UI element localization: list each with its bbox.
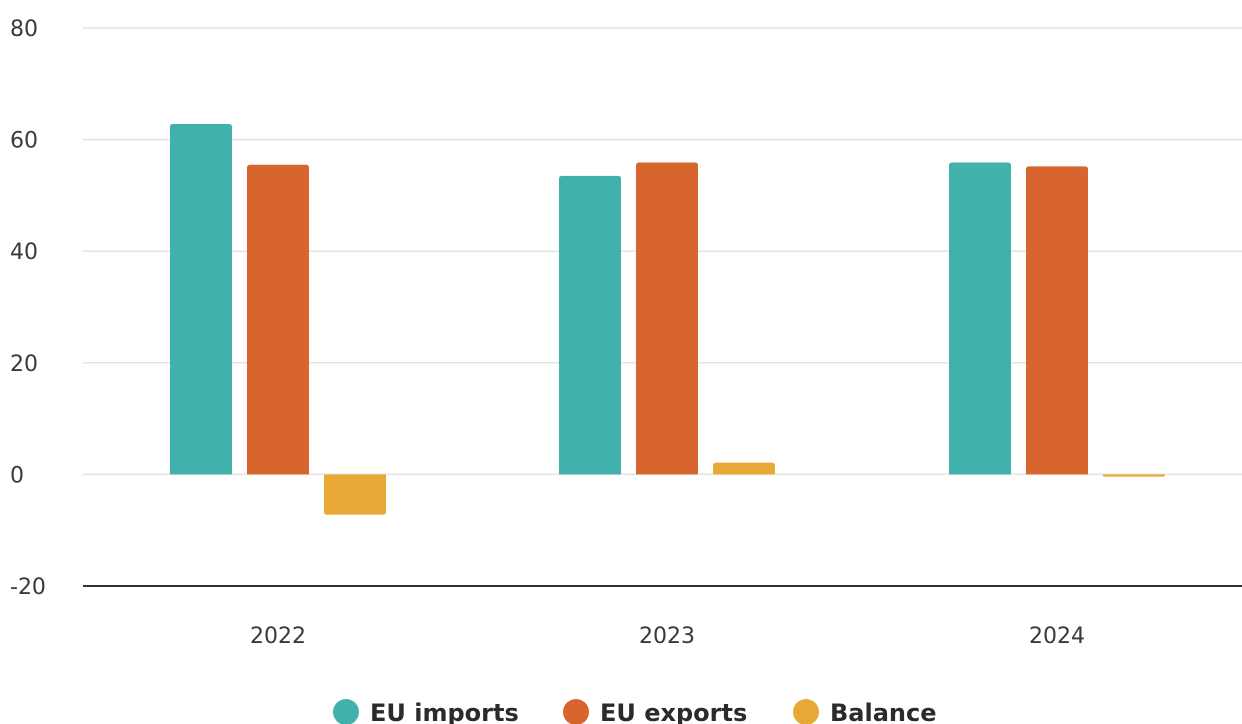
legend-swatch-icon xyxy=(563,699,589,724)
bar-eu-imports xyxy=(559,175,621,475)
bar-eu-exports xyxy=(1026,166,1088,475)
bar-balance xyxy=(1103,474,1165,477)
y-tick-label: 0 xyxy=(10,463,24,488)
bars xyxy=(170,123,1165,515)
bar-eu-exports xyxy=(636,162,698,475)
y-axis-ticks: 80 60 40 20 0 -20 xyxy=(10,17,46,600)
y-tick-label: 80 xyxy=(10,17,38,42)
legend-item: Balance xyxy=(793,699,937,724)
y-tick-label: 20 xyxy=(10,352,38,377)
legend-label: EU exports xyxy=(600,699,747,724)
y-tick-label: 40 xyxy=(10,240,38,265)
bar-eu-imports xyxy=(170,123,232,475)
x-tick-label: 2023 xyxy=(639,624,695,649)
bar-eu-exports xyxy=(247,164,309,475)
legend-label: EU imports xyxy=(370,699,519,724)
legend-swatch-icon xyxy=(333,699,359,724)
legend-item: EU exports xyxy=(563,699,747,724)
y-tick-label: -20 xyxy=(10,575,46,600)
x-tick-label: 2024 xyxy=(1029,624,1085,649)
legend-label: Balance xyxy=(830,699,937,724)
bar-balance xyxy=(713,462,775,475)
bar-balance xyxy=(324,474,386,515)
legend-item: EU imports xyxy=(333,699,519,724)
y-tick-label: 60 xyxy=(10,129,38,154)
legend: EU imports EU exports Balance xyxy=(333,699,937,724)
legend-swatch-icon xyxy=(793,699,819,724)
bar-eu-imports xyxy=(949,162,1011,475)
x-tick-label: 2022 xyxy=(250,624,306,649)
x-axis-ticks: 2022 2023 2024 xyxy=(250,624,1085,649)
